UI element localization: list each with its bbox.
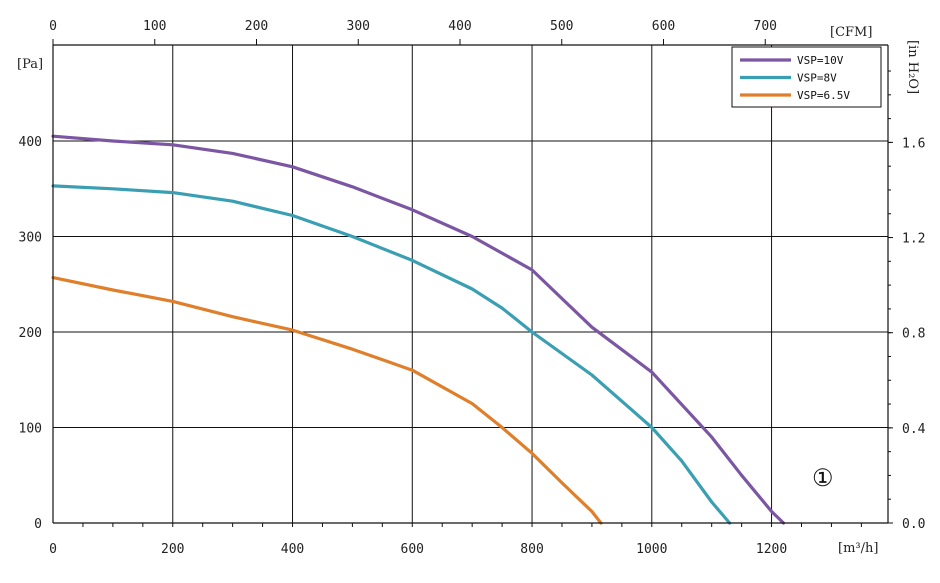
- series-line-1: [51, 134, 786, 525]
- y2-axis-label: [in H₂O]: [905, 40, 920, 94]
- legend-label-1: VSP=10V: [797, 54, 844, 67]
- x2-tick-label: 600: [652, 19, 675, 34]
- x-tick-label: 1000: [636, 542, 667, 557]
- legend: VSP=10V VSP=8V VSP=6.5V: [731, 46, 882, 108]
- x-axis-label: [m³/h]: [838, 541, 878, 556]
- x2-tick-label: 700: [754, 19, 777, 34]
- y2-tick-label: 1.6: [902, 136, 925, 151]
- y2-tick-label: 0.4: [902, 422, 926, 437]
- x2-tick-label: 300: [347, 19, 370, 34]
- legend-label-3: VSP=6.5V: [797, 89, 850, 102]
- y2-tick-label: 0.0: [902, 517, 925, 532]
- x-tick-label: 200: [161, 542, 184, 557]
- y-axis-label: [Pa]: [17, 57, 43, 72]
- x2-tick-label: 0: [49, 19, 57, 34]
- x-tick-label: 0: [49, 542, 57, 557]
- y2-tick-label: 0.8: [902, 327, 925, 342]
- x2-tick-label: 100: [143, 19, 166, 34]
- annotation-circled-number: ①: [812, 464, 834, 492]
- y-tick-label: 200: [19, 326, 42, 341]
- y-tick-label: 100: [19, 422, 42, 437]
- x2-tick-label: 500: [550, 19, 573, 34]
- x-tick-label: 600: [401, 542, 424, 557]
- x-tick-label: 400: [281, 542, 304, 557]
- x2-tick-label: 200: [245, 19, 268, 34]
- series-line-2: [51, 184, 732, 525]
- y-tick-label: 300: [19, 231, 42, 246]
- x-tick-label: 800: [520, 542, 543, 557]
- series-layer: [51, 134, 786, 525]
- x-tick-label: 1200: [756, 542, 787, 557]
- y-tick-label: 0: [34, 517, 42, 532]
- series-line-3: [51, 276, 603, 525]
- x2-axis-label: [CFM]: [830, 25, 872, 40]
- axes: [52, 39, 893, 527]
- x2-tick-label: 400: [448, 19, 471, 34]
- y2-tick-label: 1.2: [902, 232, 925, 247]
- legend-label-2: VSP=8V: [797, 72, 837, 85]
- grid-lines: [53, 45, 888, 523]
- tick-labels: 0 200 400 600 800 1000 1200 0 100 200 300 400 0 100 20…: [19, 19, 926, 557]
- y-tick-label: 400: [19, 135, 42, 150]
